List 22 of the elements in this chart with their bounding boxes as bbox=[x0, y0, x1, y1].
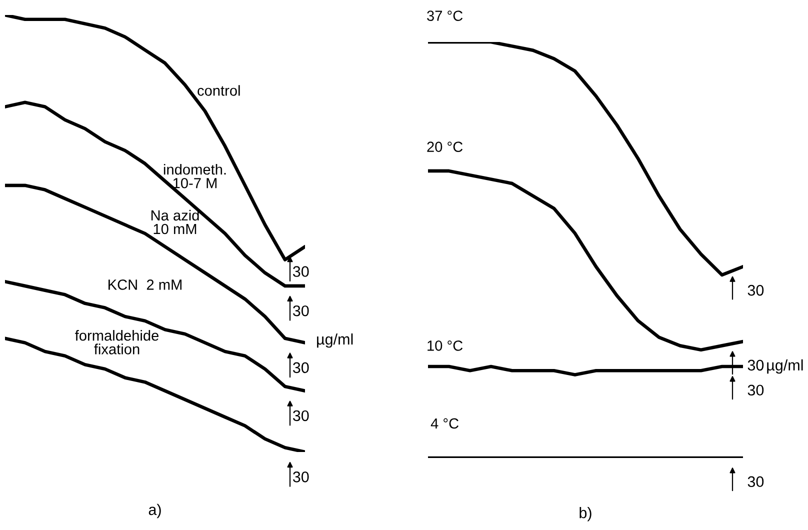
text: 30 bbox=[292, 472, 309, 482]
annotation: 30 bbox=[748, 360, 764, 371]
text: b) bbox=[580, 507, 592, 522]
annotation: 30 bbox=[292, 266, 309, 277]
series-label: 20 °C bbox=[427, 142, 463, 152]
series-label: 10 °C bbox=[428, 340, 463, 351]
series-label: Na azid 10 mM bbox=[151, 210, 199, 234]
series-label: KCN 2 mM bbox=[108, 280, 182, 290]
series-label: 37 °C bbox=[427, 10, 463, 21]
text: µg/ml bbox=[767, 359, 803, 374]
series-label: indometh. 10-7 M bbox=[164, 164, 226, 188]
text: 30 bbox=[748, 476, 764, 488]
text: a) bbox=[148, 504, 161, 518]
text: 4 °C bbox=[430, 418, 459, 429]
annotation: 30 bbox=[292, 305, 309, 316]
text: µg/ml bbox=[317, 333, 353, 348]
series-label: control bbox=[198, 85, 240, 96]
annotation: 30 bbox=[748, 284, 764, 296]
annotation: 30 bbox=[748, 384, 764, 396]
series-label: formaldehide fixation bbox=[75, 330, 159, 354]
annotation: 30 bbox=[292, 410, 309, 422]
annotation: 30 bbox=[292, 362, 309, 374]
